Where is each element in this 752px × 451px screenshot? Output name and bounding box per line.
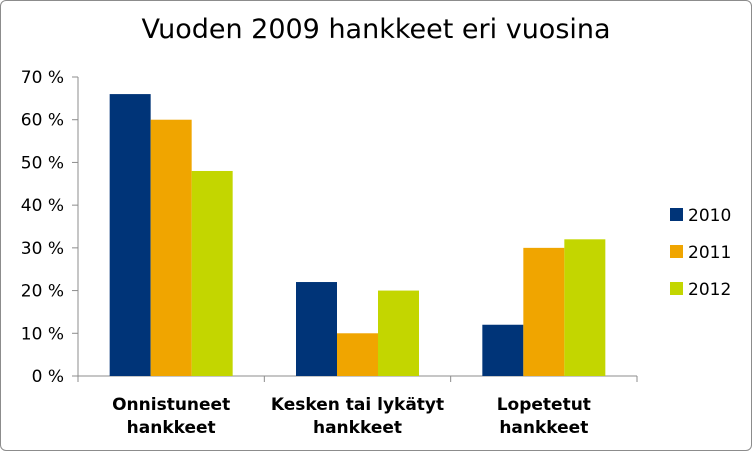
bar: [564, 239, 606, 376]
legend-swatch: [670, 245, 683, 258]
legend: 2010 2011 2012: [670, 206, 731, 300]
bars: [109, 94, 606, 376]
bar: [523, 247, 565, 376]
category-label: Kesken tai lykätyt: [271, 395, 444, 415]
y-tick-label: 10 %: [21, 324, 64, 344]
bar: [482, 324, 524, 376]
legend-label: 2011: [688, 243, 731, 263]
y-tick-label: 20 %: [21, 282, 64, 302]
legend-label: 2012: [688, 280, 731, 300]
category-label: hankkeet: [127, 418, 216, 438]
y-tick-label: 60 %: [21, 111, 64, 131]
bar: [191, 170, 233, 376]
y-tick-label: 70 %: [21, 68, 64, 88]
bar: [109, 94, 151, 376]
legend-label: 2010: [688, 206, 731, 226]
y-tick-label: 0 %: [32, 367, 64, 387]
y-tick-labels: 0 % 10 % 20 % 30 % 40 % 50 % 60 % 70 %: [21, 68, 64, 387]
category-label: hankkeet: [499, 418, 588, 438]
y-tick-label: 30 %: [21, 239, 64, 259]
category-label: Onnistuneet: [112, 395, 230, 415]
category-labels: Onnistuneet hankkeet Kesken tai lykätyt han…: [112, 395, 591, 438]
legend-swatch: [670, 282, 683, 295]
y-tick-label: 50 %: [21, 153, 64, 173]
chart-title: Vuoden 2009 hankkeet eri vuosina: [141, 14, 611, 45]
bar: [378, 290, 419, 376]
bar: [150, 119, 192, 376]
category-label: hankkeet: [313, 418, 402, 438]
bar: [337, 333, 378, 376]
bar: [296, 282, 337, 376]
category-label: Lopetetut: [497, 395, 591, 415]
y-tick-label: 40 %: [21, 196, 64, 216]
legend-swatch: [670, 208, 683, 221]
